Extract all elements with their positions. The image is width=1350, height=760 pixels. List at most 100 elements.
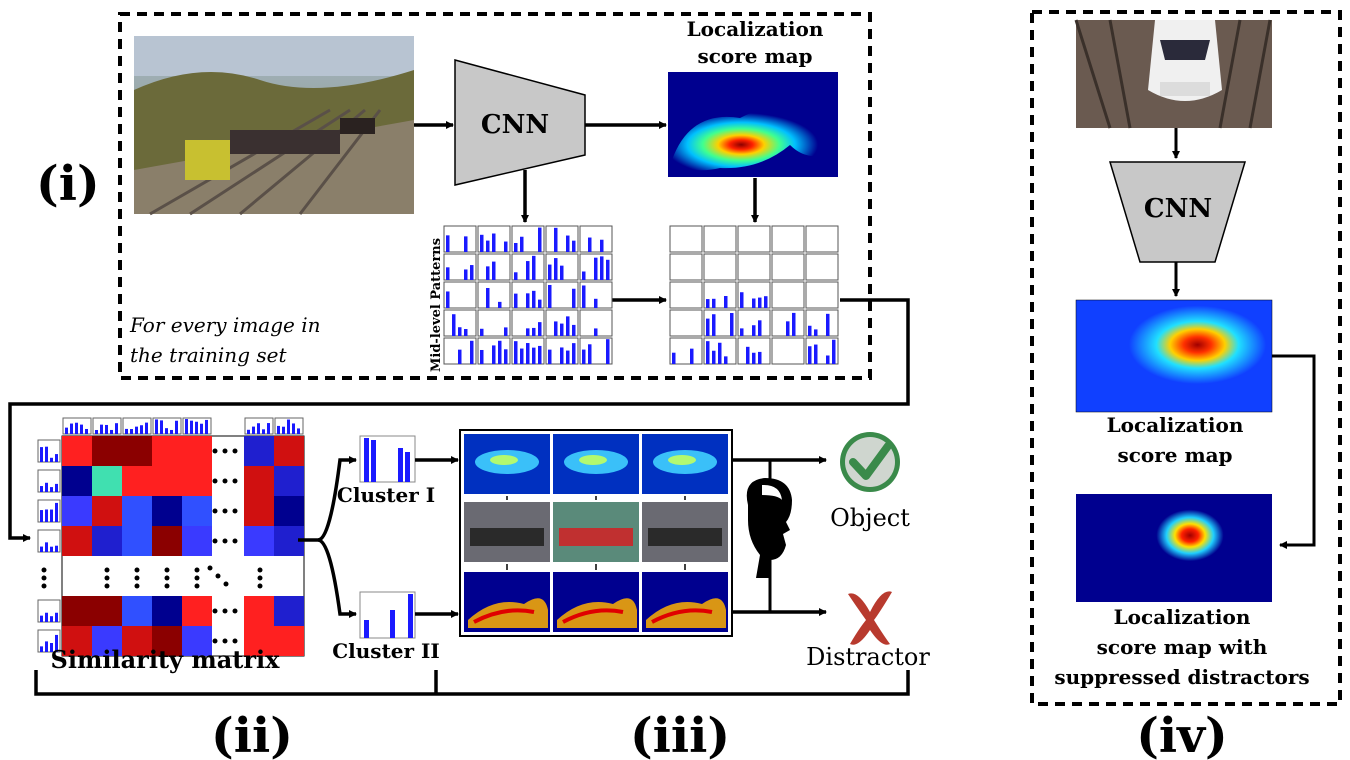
similarity-cell: [152, 436, 182, 466]
row-hist-bar: [40, 486, 43, 492]
row-hist: [37, 469, 61, 493]
heat-blob: [579, 455, 607, 465]
similarity-cell: [122, 466, 152, 496]
pattern-bar: [498, 301, 502, 308]
heat-blob: [668, 455, 696, 465]
similarity-cell: [92, 466, 122, 496]
pattern-bar: [458, 349, 462, 364]
masked-cell: [771, 225, 805, 253]
ellipsis-dot: [232, 638, 238, 644]
pattern-bar: [594, 257, 598, 280]
similarity-cell: [182, 626, 212, 656]
masked-cell: [771, 253, 805, 281]
masked-bar: [758, 297, 762, 308]
panel-iv-label: (iv): [1136, 708, 1228, 760]
pattern-bar: [554, 258, 558, 280]
header-hist-bar: [75, 422, 78, 434]
masked-bar: [792, 312, 796, 336]
header-hist-bar: [130, 429, 133, 434]
row-hist-bar: [50, 616, 53, 622]
header-hist-bar: [110, 429, 113, 434]
masked-bar: [826, 355, 830, 364]
masked-cell: [805, 253, 839, 281]
every-image-note-2: the training set: [130, 343, 287, 367]
pattern-bar: [582, 349, 586, 364]
pattern-bar: [486, 287, 490, 308]
pattern-bar: [480, 234, 484, 252]
ellipsis-dot: [232, 478, 238, 484]
ellipsis-dot: [134, 575, 140, 581]
midlevel-label: Mid-level Patterns: [429, 238, 444, 372]
arrow-to-cluster2: [317, 538, 357, 618]
distractor-label: Distractor: [806, 643, 930, 671]
masked-bar: [758, 320, 762, 336]
pattern-bar: [572, 288, 576, 308]
panel-iv-box: [1030, 10, 1342, 706]
masked-bar: [746, 346, 750, 364]
masked-bar: [808, 346, 812, 364]
header-hist-bar: [160, 420, 163, 434]
human-head-icon: [746, 478, 792, 578]
header-hist-bar: [277, 425, 280, 434]
pattern-bar: [520, 236, 524, 252]
row-hist: [37, 599, 61, 623]
pattern-bar: [486, 240, 490, 252]
ellipsis-dot: [257, 575, 263, 581]
header-hist-bar: [105, 424, 108, 434]
panel-iii-label: (iii): [630, 708, 730, 760]
similarity-cell: [182, 436, 212, 466]
header-hist-bar: [190, 420, 193, 434]
pattern-bar: [492, 233, 496, 252]
row-hist-bar: [50, 457, 53, 462]
pattern-bar: [532, 255, 536, 280]
header-hist-bar: [135, 426, 138, 434]
similarity-cell: [122, 496, 152, 526]
pattern-bar: [532, 290, 536, 308]
iv-sup-title-1: Localization: [1114, 605, 1251, 629]
masked-bar: [724, 356, 728, 364]
header-hist-bar: [80, 424, 83, 434]
masked-bar: [712, 314, 716, 336]
heat-blob: [557, 598, 637, 628]
masked-cell: [669, 253, 703, 281]
bottom-bracket: [34, 670, 910, 696]
header-hist-bar: [287, 419, 290, 434]
header-hist-bar: [195, 421, 198, 434]
masked-bar: [752, 325, 756, 336]
pattern-bar: [492, 261, 496, 280]
pattern-bar: [514, 272, 518, 280]
masked-cell: [703, 225, 737, 253]
row-hist-bar: [50, 487, 53, 492]
pattern-bar: [572, 324, 576, 336]
header-hist-bar: [65, 427, 68, 434]
header-hist-bar: [282, 426, 285, 434]
loc-map-title-1: Localization: [687, 17, 824, 41]
panel-i-label: (i): [36, 156, 100, 212]
pattern-bar: [486, 266, 490, 280]
pattern-bar: [554, 321, 558, 336]
cluster2-histogram: [359, 591, 416, 639]
masked-bar: [764, 296, 768, 308]
similarity-cell: [122, 626, 152, 656]
similarity-cell: [62, 596, 92, 626]
similarity-cell: [244, 526, 274, 556]
similarity-cell: [62, 626, 92, 656]
ellipsis-dot: [215, 573, 221, 579]
header-hist-bar: [200, 423, 203, 434]
similarity-cell: [274, 596, 304, 626]
arrow-map-suppressed: [1272, 354, 1316, 549]
pattern-bar: [446, 267, 450, 280]
pattern-bar: [572, 343, 576, 364]
pattern-bar: [538, 322, 542, 336]
similarity-cell: [62, 436, 92, 466]
similarity-cell: [182, 496, 212, 526]
pattern-bar: [452, 314, 456, 336]
header-hist-bar: [175, 420, 178, 434]
row-hist-bar: [40, 510, 43, 522]
similarity-cell: [122, 526, 152, 556]
heat-blob: [473, 608, 535, 624]
header-hist-bar: [170, 429, 173, 434]
ellipsis-dot: [212, 508, 218, 514]
row-hist-bar: [40, 646, 43, 652]
